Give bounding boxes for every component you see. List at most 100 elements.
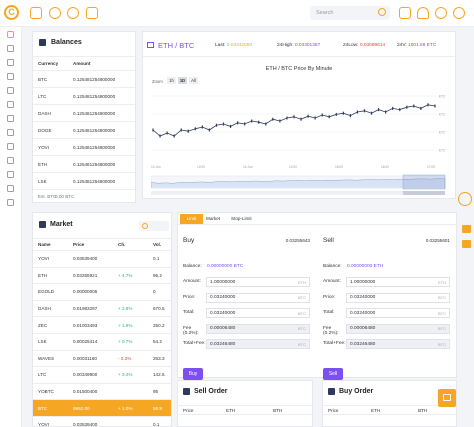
search-icon[interactable] — [378, 8, 386, 16]
ticker-low: 24Low: 0.03089614 — [343, 43, 385, 48]
market-row[interactable]: DASH 0.01983297 + 2.8% 670.5 — [33, 301, 171, 318]
sell-price-header: Price — [183, 407, 194, 413]
clipboard-icon[interactable] — [86, 7, 98, 19]
price-candle — [363, 109, 366, 113]
balance-row: BTC 0.125481254800000 — [33, 71, 135, 88]
market-search-input[interactable] — [139, 221, 169, 231]
fullscreen-icon[interactable] — [399, 7, 411, 19]
document-icon[interactable] — [7, 185, 14, 192]
sell-order-title: Sell Order — [194, 388, 228, 395]
search-input[interactable]: Search — [310, 6, 390, 20]
market-price: 0.03539400 — [73, 256, 98, 262]
market-row[interactable]: ZEC 0.01003493 + 1.9% 250.2 — [33, 317, 171, 334]
chart-icon — [147, 42, 154, 48]
navigator-handle[interactable] — [402, 174, 446, 190]
history-icon[interactable] — [7, 73, 14, 80]
tab-limit[interactable]: Limit — [180, 214, 203, 224]
price-candle — [159, 134, 161, 138]
user-icon[interactable] — [435, 7, 447, 19]
market-header: Name Price Ch. Vol. — [33, 238, 171, 251]
price-candle — [293, 115, 295, 119]
buy-total-input[interactable]: 0.03240000 BTC — [206, 308, 310, 318]
market-name: ZEC — [38, 322, 48, 328]
sell-btc-header: BTH — [273, 407, 283, 413]
gear-icon[interactable] — [7, 199, 14, 206]
chart-grid — [151, 95, 437, 151]
market-title: Market — [50, 221, 73, 228]
card-icon[interactable] — [7, 143, 14, 150]
sell-button[interactable]: Sell — [323, 368, 343, 380]
tab-stop-limit[interactable]: Stop-Limit — [231, 216, 252, 221]
zoom-all-button[interactable]: All — [189, 77, 198, 84]
price-candle — [370, 111, 373, 115]
dashboard-icon[interactable] — [7, 31, 14, 38]
market-volume: 54.2 — [153, 339, 162, 345]
orders-icon[interactable] — [7, 101, 14, 108]
chat-icon[interactable] — [49, 7, 61, 19]
menu-icon[interactable] — [30, 7, 42, 19]
market-row[interactable]: WAVES 0.00031160 - 0.3% 263.3 — [33, 351, 171, 368]
price-candle — [420, 106, 422, 110]
buy-button[interactable]: Buy — [183, 368, 203, 380]
price-candle — [427, 103, 429, 107]
market-row[interactable]: LSK 0.00025414 + 0.7% 54.2 — [33, 334, 171, 351]
market-row[interactable]: YOBTC 0.01500400 95 — [33, 384, 171, 401]
market-row[interactable]: BTC 9952.00 + 1.0% 56.9 — [33, 400, 171, 417]
sell-totalfee-value: 0.03246480 — [350, 341, 376, 347]
sell-price-input[interactable]: 0.03240000 BTC — [346, 292, 450, 303]
market-row[interactable]: ETH 0.03265921 + 4.7% 96.2 — [33, 268, 171, 285]
message-icon[interactable] — [462, 240, 471, 248]
bell-icon[interactable] — [417, 7, 429, 19]
users-icon[interactable] — [7, 87, 14, 94]
dollar-icon[interactable] — [7, 115, 14, 122]
zoom-1h-button[interactable]: 1h — [167, 77, 176, 84]
sell-amount-input[interactable]: 1.00000000 ETH — [346, 277, 450, 287]
price-candle — [314, 116, 316, 120]
price-candle — [349, 114, 351, 118]
report-icon[interactable] — [7, 129, 14, 136]
price-candle — [201, 125, 203, 129]
buy-price-unit: BTC — [298, 295, 306, 300]
balance-amount: 0.125481254800000 — [73, 161, 116, 167]
buy-form: Buy 0.03255643 Balance: 0.00000000 BTC Amoun… — [178, 226, 318, 380]
at-icon[interactable] — [67, 7, 79, 19]
zoom-1d-button[interactable]: 1D — [178, 77, 187, 84]
market-row[interactable]: EGOLD 0.00000005 0 — [33, 284, 171, 301]
market-name: EGOLD — [38, 289, 55, 295]
sidebar — [0, 27, 22, 427]
buy-amount-input[interactable]: 1.00000000 ETH — [206, 277, 310, 287]
buy-total-unit: BTC — [298, 310, 306, 316]
buy-amount-label: Amount: — [183, 279, 201, 284]
market-row[interactable]: YOVI 0.03539400 0.1 — [33, 251, 171, 268]
market-row[interactable]: LTC 0.00349900 + 3.4% 142.6 — [33, 367, 171, 384]
app-logo[interactable]: C — [4, 5, 19, 20]
sell-total-unit: BTC — [438, 310, 446, 316]
price-chart[interactable]: ETC ETC ETC ETC 14 Jun 12:00 14 Jun 12:00 15:00… — [151, 88, 451, 198]
buy-totalfee-input: 0.03246480 BTC — [206, 339, 310, 349]
price-candle — [173, 134, 175, 138]
email-icon[interactable] — [462, 225, 471, 233]
exchange-icon[interactable] — [7, 59, 14, 66]
market-row[interactable]: YOVI 0.03539400 0.1 — [33, 417, 171, 426]
bank-icon[interactable] — [7, 157, 14, 164]
buy-totalfee-unit: BTC — [298, 341, 306, 347]
market-name: DASH — [38, 306, 51, 312]
chart-scrollbar[interactable] — [151, 191, 445, 195]
price-candle — [434, 104, 436, 108]
price-candle — [180, 128, 182, 132]
sell-total-input[interactable]: 0.03240000 BTC — [346, 308, 450, 318]
price-candle — [399, 108, 401, 112]
settings-icon[interactable] — [453, 7, 465, 19]
chart-scrollbar-thumb[interactable] — [403, 191, 445, 195]
wallet-icon[interactable] — [7, 45, 14, 52]
price-candle — [342, 111, 344, 115]
market-price: 0.00031160 — [73, 355, 97, 361]
price-candle — [300, 117, 302, 121]
buy-price-input[interactable]: 0.03240000 BTC — [206, 292, 310, 303]
y-tick-label: ETC — [439, 95, 446, 99]
tab-market[interactable]: Market — [206, 216, 221, 221]
list-icon[interactable] — [7, 171, 14, 178]
x-tick-label: 14 Jun — [243, 165, 253, 169]
theme-toggle-icon[interactable] — [458, 192, 472, 206]
chat-widget-button[interactable] — [438, 389, 456, 407]
